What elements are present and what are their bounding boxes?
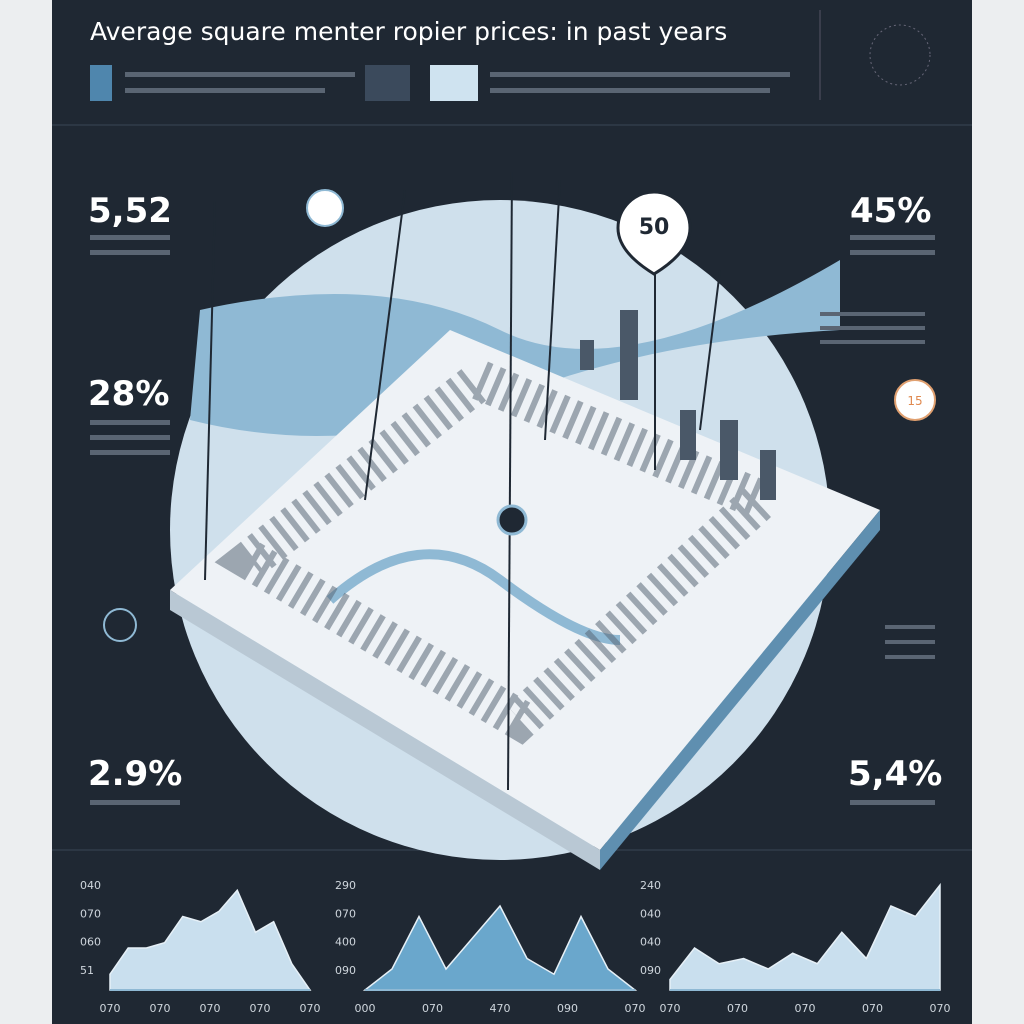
- legend-text-line: [125, 88, 325, 93]
- legend-swatch: [90, 65, 112, 101]
- stat-value: 2.9%: [88, 754, 182, 794]
- y-tick-label: 090: [335, 964, 356, 977]
- stat-value: 28%: [88, 374, 169, 414]
- legend-text-line: [490, 72, 790, 77]
- pin-label: 15: [907, 394, 922, 408]
- x-tick-label: 070: [422, 1002, 443, 1015]
- stat-value: 45%: [850, 191, 931, 231]
- title: Average square menter ropier prices: in …: [90, 17, 727, 46]
- stat-captions: [90, 235, 935, 805]
- y-tick-label: 290: [335, 879, 356, 892]
- pin: [306, 189, 344, 227]
- stat-value: 5,4%: [848, 754, 942, 794]
- x-tick-label: 000: [355, 1002, 376, 1015]
- legend-text-line: [490, 88, 770, 93]
- x-tick-label: 070: [930, 1002, 951, 1015]
- y-tick-label: 070: [335, 907, 356, 920]
- y-tick-label: 51: [80, 964, 94, 977]
- plane-edge: [600, 510, 880, 870]
- city-blocks: [214, 310, 797, 745]
- x-tick-label: 070: [795, 1002, 816, 1015]
- plane-edge: [170, 590, 600, 870]
- pin-lines: [204, 169, 916, 791]
- area: [362, 904, 638, 991]
- stat-value: 5,52: [88, 191, 172, 231]
- pin-label: 50: [639, 215, 670, 240]
- legend-swatch: [430, 65, 478, 101]
- area: [109, 888, 312, 991]
- pin: [103, 608, 137, 642]
- area: [669, 882, 941, 991]
- y-tick-label: 040: [80, 879, 101, 892]
- x-tick-label: 070: [625, 1002, 646, 1015]
- x-tick-label: 070: [250, 1002, 271, 1015]
- compass: [869, 24, 931, 86]
- y-tick-label: 040: [640, 936, 661, 949]
- y-tick-label: 060: [80, 936, 101, 949]
- y-tick-label: 090: [640, 964, 661, 977]
- x-tick-label: 070: [200, 1002, 221, 1015]
- y-tick-label: 400: [335, 936, 356, 949]
- legend-swatch: [365, 65, 410, 101]
- x-tick-label: 070: [660, 1002, 681, 1015]
- river: [190, 260, 840, 436]
- y-tick-label: 040: [640, 907, 661, 920]
- pin: [894, 379, 936, 421]
- y-tick-label: 070: [80, 907, 101, 920]
- x-tick-label: 070: [100, 1002, 121, 1015]
- legend-text-line: [125, 72, 355, 77]
- pin: [496, 504, 528, 536]
- pin: [616, 190, 692, 276]
- x-tick-label: 070: [862, 1002, 883, 1015]
- y-tick-label: 240: [640, 879, 661, 892]
- x-tick-label: 090: [557, 1002, 578, 1015]
- x-tick-label: 070: [300, 1002, 321, 1015]
- x-tick-label: 070: [727, 1002, 748, 1015]
- x-tick-label: 070: [150, 1002, 171, 1015]
- x-tick-label: 470: [490, 1002, 511, 1015]
